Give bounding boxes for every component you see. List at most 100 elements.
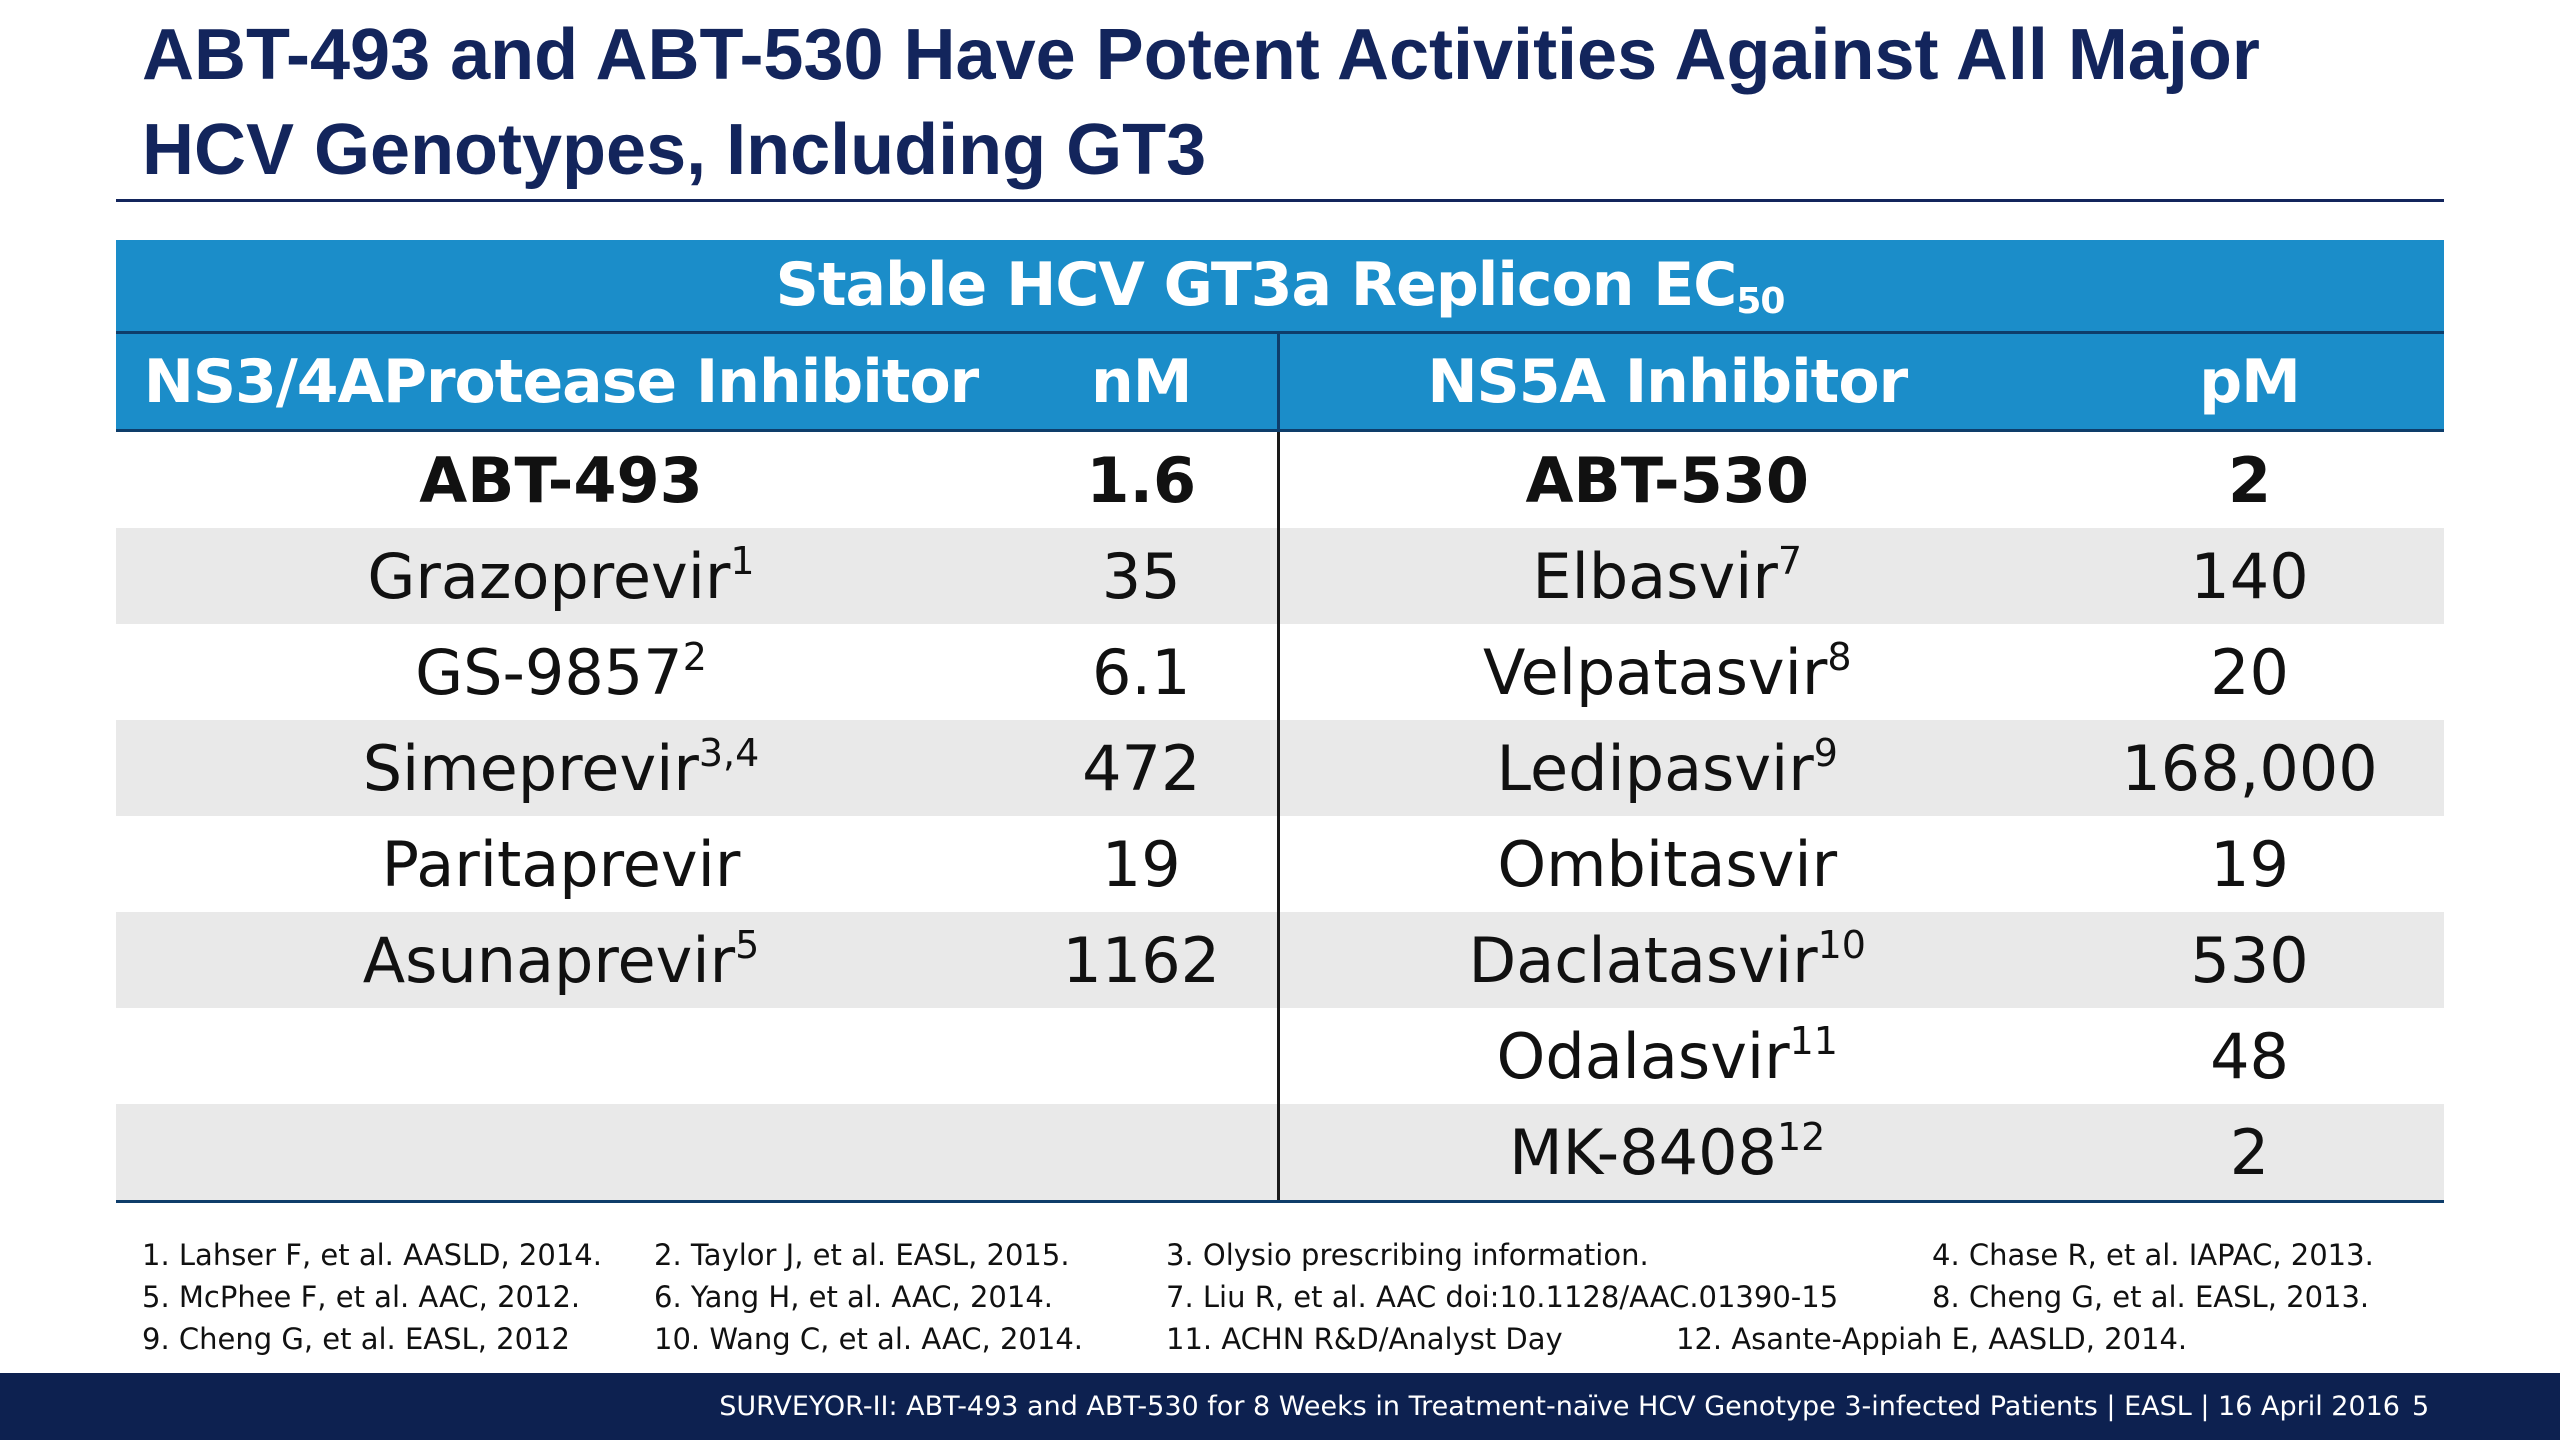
header-pm: pM (2055, 331, 2445, 431)
reference-item: 2. Taylor J, et al. EASL, 2015. (654, 1238, 1070, 1272)
pm-value-text: 168,000 (2121, 731, 2378, 805)
title-divider (116, 199, 2444, 202)
ns5a-inhibitor-text: Velpatasvir (1482, 635, 1828, 709)
reference-item: 9. Cheng G, et al. EASL, 2012 (142, 1322, 570, 1356)
reference-superscript: 7 (1777, 538, 1803, 583)
protease-inhibitor-cell (116, 1008, 1006, 1104)
ns5a-inhibitor-text: Elbasvir (1532, 539, 1778, 613)
reference-item: 11. ACHN R&D/Analyst Day (1166, 1322, 1563, 1356)
reference-superscript: 8 (1827, 634, 1852, 679)
protease-inhibitor-text: Paritaprevir (381, 827, 741, 901)
protease-inhibitor-cell: ABT-493 (116, 429, 1006, 528)
protease-inhibitor-text: Grazoprevir (367, 539, 731, 613)
table-row: Odalasvir11 48 (116, 1008, 2444, 1104)
reference-item: 10. Wang C, et al. AAC, 2014. (654, 1322, 1083, 1356)
table-body: ABT-493 1.6 ABT-530 2 Grazoprevir1 35 Elbasvir… (116, 429, 2445, 1203)
protease-inhibitor-cell (116, 1104, 1006, 1203)
ns5a-inhibitor-text: ABT-530 (1525, 443, 1810, 517)
ns5a-inhibitor-cell: ABT-530 (1278, 429, 2055, 528)
ns5a-inhibitor-cell: Odalasvir11 (1278, 1008, 2055, 1104)
nm-value-cell: 19 (1006, 816, 1280, 912)
nm-value-cell (1006, 1104, 1280, 1203)
table-banner-text: Stable HCV GT3a Replicon EC (775, 249, 1738, 320)
protease-inhibitor-text: Simeprevir (362, 731, 699, 805)
table-row: Grazoprevir1 35 Elbasvir7 140 (116, 528, 2445, 624)
ns5a-inhibitor-text: Ombitasvir (1497, 827, 1838, 901)
slide-title: ABT-493 and ABT-530 Have Potent Activiti… (142, 8, 2442, 198)
nm-value-text: 472 (1082, 731, 1201, 805)
reference-superscript: 10 (1817, 922, 1866, 967)
table-row: Paritaprevir 19 Ombitasvir 19 (116, 816, 2444, 912)
pm-value-cell: 140 (2055, 528, 2445, 624)
reference-item: 1. Lahser F, et al. AASLD, 2014. (142, 1238, 602, 1272)
table-banner-row: Stable HCV GT3a Replicon EC50 (116, 240, 2445, 333)
nm-value-text: 35 (1101, 539, 1181, 613)
nm-value-cell: 35 (1006, 528, 1280, 624)
reference-superscript: 1 (730, 538, 755, 583)
reference-item: 6. Yang H, et al. AAC, 2014. (654, 1280, 1054, 1314)
pm-value-text: 48 (2210, 1019, 2289, 1093)
pm-value-cell: 20 (2055, 624, 2444, 720)
reference-item: 4. Chase R, et al. IAPAC, 2013. (1932, 1238, 2374, 1272)
table-banner: Stable HCV GT3a Replicon EC50 (116, 240, 2445, 333)
footer-text: SURVEYOR-II: ABT-493 and ABT-530 for 8 W… (719, 1391, 2400, 1422)
slide-title-line-1: ABT-493 and ABT-530 Have Potent Activiti… (142, 15, 2260, 95)
reference-item: 5. McPhee F, et al. AAC, 2012. (142, 1280, 581, 1314)
nm-value-cell: 1162 (1006, 912, 1280, 1008)
protease-inhibitor-cell: Paritaprevir (116, 816, 1006, 912)
reference-item: 12. Asante-Appiah E, AASLD, 2014. (1676, 1322, 2188, 1356)
protease-inhibitor-cell: Asunaprevir5 (116, 912, 1006, 1008)
nm-value-text: 1162 (1062, 923, 1221, 997)
reference-superscript: 9 (1813, 730, 1838, 775)
protease-inhibitor-text: Asunaprevir (362, 923, 736, 997)
table-row: Asunaprevir5 1162 Daclatasvir10 530 (116, 912, 2445, 1008)
reference-superscript: 11 (1789, 1018, 1838, 1063)
reference-superscript: 3,4 (698, 730, 760, 775)
protease-inhibitor-cell: GS-98572 (116, 624, 1006, 720)
table-row: Simeprevir3,4 472 Ledipasvir9 168,000 (116, 720, 2445, 816)
table-row: GS-98572 6.1 Velpatasvir8 20 (116, 624, 2444, 720)
reference-superscript: 2 (682, 634, 707, 679)
ns5a-inhibitor-cell: Velpatasvir8 (1278, 624, 2055, 720)
pm-value-cell: 19 (2055, 816, 2444, 912)
nm-value-text: 19 (1101, 827, 1181, 901)
nm-value-cell (1006, 1008, 1280, 1104)
reference-item: 3. Olysio prescribing information. (1166, 1238, 1649, 1272)
protease-inhibitor-cell: Simeprevir3,4 (116, 720, 1006, 816)
ns5a-inhibitor-cell: Daclatasvir10 (1278, 912, 2055, 1008)
pm-value-text: 20 (2210, 635, 2289, 709)
ns5a-inhibitor-cell: Ledipasvir9 (1278, 720, 2055, 816)
table-row: MK-840812 2 (116, 1104, 2445, 1203)
pm-value-text: 530 (2190, 923, 2309, 997)
pm-value-cell: 2 (2055, 1104, 2445, 1203)
ns5a-inhibitor-text: MK-8408 (1509, 1115, 1777, 1189)
slide-title-line-2: HCV Genotypes, Including GT3 (142, 110, 1207, 190)
protease-inhibitor-text: GS-9857 (415, 635, 683, 709)
ns5a-inhibitor-cell: MK-840812 (1278, 1104, 2055, 1203)
header-ns5a-inhibitor: NS5A Inhibitor (1278, 331, 2055, 431)
nm-value-text: 1.6 (1086, 443, 1197, 517)
nm-value-cell: 6.1 (1006, 624, 1280, 720)
reference-item: 8. Cheng G, et al. EASL, 2013. (1932, 1280, 2370, 1314)
header-nm: nM (1006, 331, 1280, 431)
table-row: ABT-493 1.6 ABT-530 2 (116, 429, 2445, 528)
references: 1. Lahser F, et al. AASLD, 2014. 2. Taylo… (142, 1238, 2442, 1368)
protease-inhibitor-cell: Grazoprevir1 (116, 528, 1006, 624)
ns5a-inhibitor-cell: Ombitasvir (1278, 816, 2055, 912)
pm-value-text: 2 (2229, 1115, 2270, 1189)
page-number: 5 (2412, 1391, 2430, 1422)
protease-inhibitor-text: ABT-493 (419, 443, 703, 517)
table-header-row: NS3/4AProtease Inhibitor nM NS5A Inhibit… (116, 331, 2445, 431)
nm-value-text: 6.1 (1091, 635, 1191, 709)
table-banner-subscript: 50 (1736, 280, 1785, 322)
reference-item: 7. Liu R, et al. AAC doi:10.1128/AAC.013… (1166, 1280, 1839, 1314)
pm-value-cell: 48 (2055, 1008, 2444, 1104)
header-protease-inhibitor: NS3/4AProtease Inhibitor (116, 331, 1006, 431)
pm-value-cell: 530 (2055, 912, 2445, 1008)
footer-bar: SURVEYOR-II: ABT-493 and ABT-530 for 8 W… (0, 1373, 2560, 1440)
replicon-ec50-table: Stable HCV GT3a Replicon EC50 NS3/4AProt… (116, 240, 2445, 1203)
ns5a-inhibitor-text: Ledipasvir (1496, 731, 1814, 805)
reference-superscript: 12 (1776, 1114, 1826, 1159)
pm-value-cell: 168,000 (2055, 720, 2445, 816)
pm-value-text: 2 (2227, 443, 2272, 517)
